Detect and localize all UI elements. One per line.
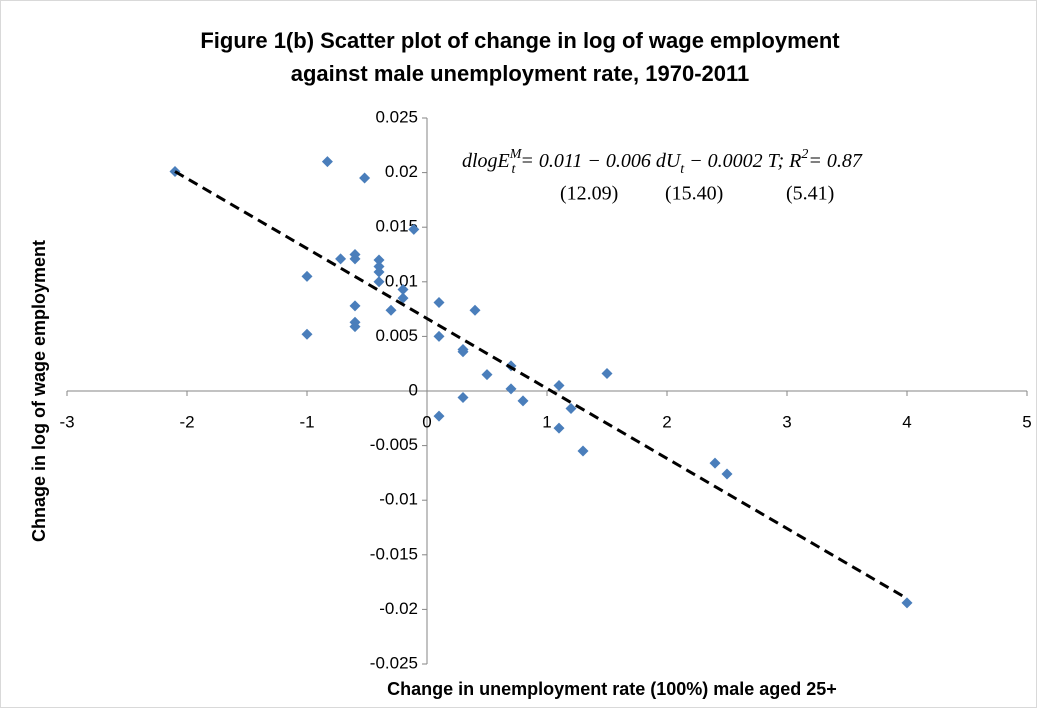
equation-sup: 2: [801, 147, 808, 162]
point: [553, 422, 565, 434]
point: [373, 266, 385, 278]
point: [301, 328, 313, 340]
trendline: [174, 170, 908, 600]
point: [321, 156, 333, 168]
point: [373, 254, 385, 266]
equation-part: = 0.87: [808, 150, 862, 172]
x-tick-label: 4: [902, 412, 911, 431]
point: [469, 304, 481, 316]
y-tick-label: -0.025: [370, 653, 418, 672]
point: [565, 402, 577, 414]
y-tick-label: 0.01: [385, 271, 418, 290]
point: [433, 297, 445, 309]
y-tick-label: 0.02: [385, 162, 418, 181]
point: [457, 392, 469, 404]
point: [385, 304, 397, 316]
x-tick-label: 3: [782, 412, 791, 431]
equation-part: dlogE: [462, 150, 510, 172]
x-axis-label: Change in unemployment rate (100%) male …: [387, 679, 837, 699]
chart-title: against male unemployment rate, 1970-201…: [291, 61, 750, 86]
y-tick-label: 0.015: [375, 217, 418, 236]
equation-sub: t: [511, 162, 516, 177]
equation-sub: t: [680, 162, 685, 177]
chart-title: Figure 1(b) Scatter plot of change in lo…: [200, 28, 840, 53]
equation-part: = 0.011 − 0.006 dU: [515, 150, 682, 172]
point: [709, 457, 721, 469]
point: [457, 346, 469, 358]
point: [349, 253, 361, 265]
x-tick-label: 0: [422, 412, 431, 431]
point: [335, 253, 347, 265]
point: [517, 395, 529, 407]
point: [577, 445, 589, 457]
t-stat: (5.41): [786, 183, 834, 205]
point: [601, 368, 613, 380]
point: [553, 380, 565, 392]
x-tick-label: -3: [59, 412, 74, 431]
point: [359, 172, 371, 184]
x-tick-label: 5: [1022, 412, 1031, 431]
y-tick-label: -0.02: [379, 599, 418, 618]
point: [433, 410, 445, 422]
point: [373, 276, 385, 288]
point: [349, 300, 361, 312]
point: [433, 330, 445, 342]
x-tick-label: -2: [179, 412, 194, 431]
y-tick-label: 0: [409, 380, 418, 399]
equation-sup: M: [509, 147, 523, 162]
x-tick-label: 1: [542, 412, 551, 431]
point: [397, 283, 409, 295]
point: [481, 369, 493, 381]
t-stat: (15.40): [665, 183, 723, 205]
y-tick-label: -0.01: [379, 490, 418, 509]
point: [408, 223, 420, 235]
y-tick-label: 0.005: [375, 326, 418, 345]
y-tick-label: 0.025: [375, 107, 418, 126]
x-tick-label: 2: [662, 412, 671, 431]
point: [901, 597, 913, 609]
point: [397, 292, 409, 304]
point: [721, 468, 733, 480]
point: [349, 321, 361, 333]
y-tick-label: -0.005: [370, 435, 418, 454]
y-axis-label: Chnage in log of wage employment: [29, 240, 49, 542]
x-tick-label: -1: [299, 412, 314, 431]
y-tick-label: -0.015: [370, 544, 418, 563]
equation-part: − 0.0002 T; R: [684, 150, 801, 172]
equation: dlogEM t = 0.011 − 0.006 dUt − 0.0002 T; …: [462, 147, 863, 177]
point: [505, 383, 517, 395]
t-stat: (12.09): [560, 183, 618, 205]
point: [301, 270, 313, 282]
